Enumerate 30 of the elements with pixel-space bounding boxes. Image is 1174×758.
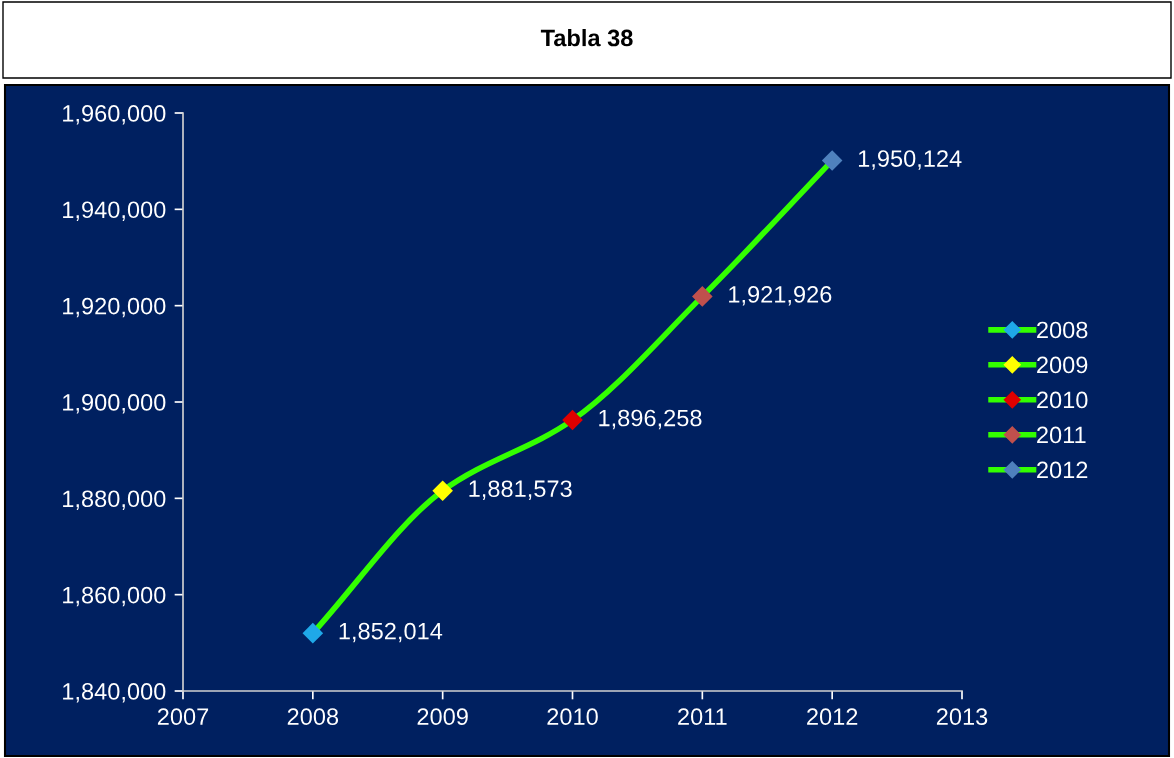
x-tick-label: 2010 [547, 708, 598, 726]
y-tick-label: 1,940,000 [63, 201, 166, 221]
x-tick-label: 2012 [807, 708, 858, 726]
y-tick-label: 1,900,000 [63, 394, 166, 414]
data-label: 1,896,258 [599, 409, 702, 430]
y-tick-label: 1,920,000 [63, 297, 166, 318]
point [562, 409, 583, 431]
legend-label: 2008 [1037, 321, 1088, 339]
legend-label: 2010 [1037, 391, 1088, 409]
point [692, 286, 713, 307]
x-tick-label: 2007 [157, 708, 209, 726]
data-label: 1,852,014 [339, 622, 443, 643]
y-tick-label: 1,880,000 [63, 490, 166, 510]
x-tick-label: 2011 [678, 708, 727, 726]
data-label: 1,921,926 [729, 286, 832, 306]
x-tick-label: 2009 [417, 708, 468, 726]
data-label: 1,950,124 [858, 150, 962, 170]
legend-label: 2011 [1037, 426, 1086, 444]
x-tick-label: 2008 [287, 708, 339, 726]
x-tick-label: 2013 [936, 708, 988, 726]
y-tick-label: 1,960,000 [63, 105, 166, 125]
point [821, 150, 843, 171]
chart-title: Tabla 38 [540, 29, 633, 47]
y-tick-label: 1,860,000 [63, 586, 166, 607]
point [302, 622, 324, 644]
legend-label: 2012 [1037, 461, 1088, 479]
point [432, 480, 453, 502]
legend-label: 2009 [1037, 356, 1088, 374]
data-label: 1,881,573 [469, 480, 572, 500]
y-tick-label: 1,840,000 [63, 683, 166, 703]
